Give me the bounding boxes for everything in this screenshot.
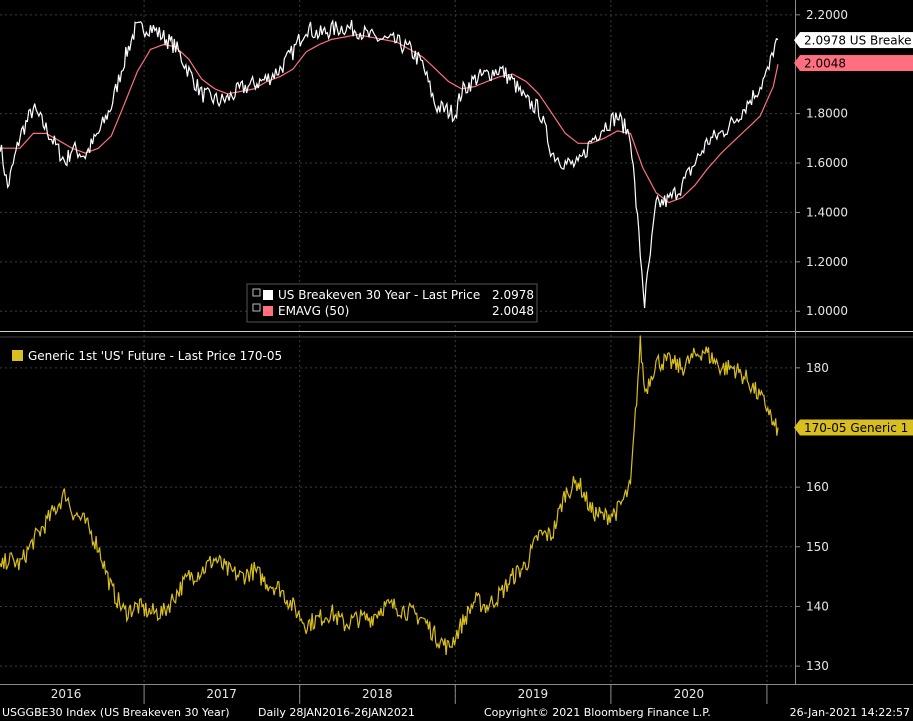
- bottom-legend[interactable]: Generic 1st 'US' Future - Last Price 170…: [12, 349, 282, 363]
- top-tick-label: 1.4000: [806, 205, 848, 219]
- legend-toggle-icon[interactable]: [252, 288, 261, 297]
- legend-ema-label: EMAVG (50): [278, 304, 349, 318]
- bottom-tick-label: 130: [806, 659, 829, 673]
- tag-breakeven-text: 2.0978 US Breake: [804, 34, 912, 48]
- legend-toggle-icon[interactable]: [252, 303, 261, 312]
- legend-swatch-ema: [263, 306, 273, 316]
- legend-swatch-future: [12, 350, 23, 361]
- year-separators: [143, 0, 768, 704]
- footer-range: Daily 28JAN2016-26JAN2021: [258, 706, 415, 719]
- footer-copyright: Copyright© 2021 Bloomberg Finance L.P.: [484, 706, 711, 719]
- top-tick-label: 1.0000: [806, 304, 848, 318]
- bottom-y-ticks: 180 160 150 140 130: [795, 361, 829, 673]
- bottom-tick-label: 160: [806, 480, 829, 494]
- footer-timestamp: 26-Jan-2021 14:22:57: [790, 706, 910, 719]
- tag-breakeven[interactable]: 2.0978 US Breake: [794, 32, 913, 49]
- top-tick-label: 1.2000: [806, 255, 848, 269]
- x-axis-year-label: 2016: [51, 687, 82, 701]
- legend-breakeven-value: 2.0978: [492, 288, 534, 302]
- legend-swatch-breakeven: [263, 290, 273, 300]
- footer-security: USGGBE30 Index (US Breakeven 30 Year): [2, 706, 230, 719]
- bottom-tick-label: 180: [806, 361, 829, 375]
- x-axis-year-label: 2020: [674, 687, 705, 701]
- legend-ema-value: 2.0048: [492, 304, 534, 318]
- top-tick-label: 1.6000: [806, 156, 848, 170]
- tag-ema-text: 2.0048: [804, 57, 846, 71]
- tag-future-text: 170-05 Generic 1: [804, 421, 908, 435]
- x-axis-year-label: 2017: [206, 687, 237, 701]
- tag-future[interactable]: 170-05 Generic 1: [794, 419, 913, 436]
- top-y-ticks: 2.2000 1.8000 1.6000 1.4000 1.2000 1.0000: [795, 8, 848, 318]
- top-tick-label: 1.8000: [806, 107, 848, 121]
- tag-ema[interactable]: 2.0048: [794, 55, 913, 72]
- top-legend[interactable]: US Breakeven 30 Year - Last Price 2.0978…: [246, 283, 538, 323]
- top-legend-box: [246, 283, 538, 323]
- x-axis-year-label: 2018: [362, 687, 393, 701]
- top-tick-label: 2.2000: [806, 8, 848, 22]
- legend-future-label: Generic 1st 'US' Future - Last Price 170…: [28, 349, 282, 363]
- us-future-line[interactable]: [0, 335, 779, 655]
- legend-breakeven-label: US Breakeven 30 Year - Last Price: [278, 288, 480, 302]
- breakeven-30y-line[interactable]: [0, 19, 779, 309]
- ema-50-line[interactable]: [0, 33, 779, 204]
- footer-bar: [0, 704, 913, 721]
- x-axis-year-label: 2019: [518, 687, 549, 701]
- bottom-tick-label: 140: [806, 599, 829, 613]
- x-axis-years: 2016 2017 2018 2019 2020: [51, 687, 704, 701]
- bottom-tick-label: 150: [806, 540, 829, 554]
